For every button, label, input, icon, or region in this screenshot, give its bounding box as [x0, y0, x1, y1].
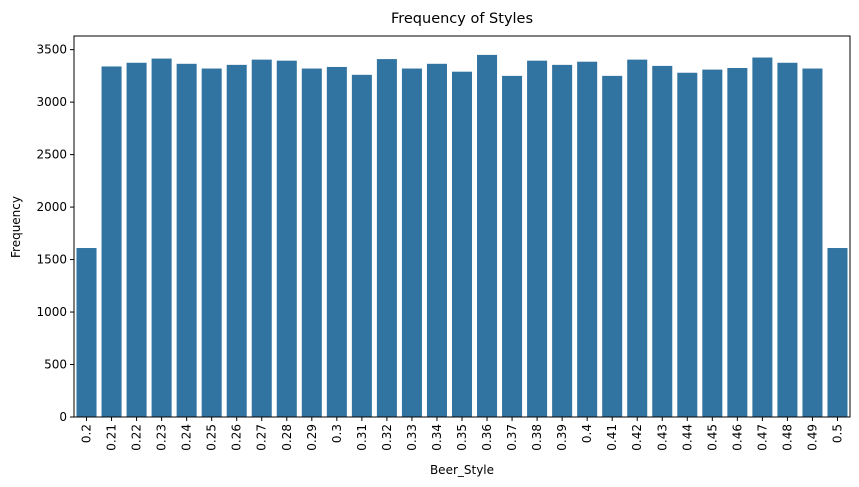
chart-title: Frequency of Styles	[391, 11, 533, 27]
bar-0.5	[827, 248, 848, 417]
x-tick-label: 0.21	[105, 424, 119, 451]
x-tick-label: 0.22	[130, 424, 144, 451]
bar-0.42	[627, 59, 648, 418]
bar-0.28	[276, 60, 297, 418]
bar-0.31	[351, 74, 372, 417]
bar-0.47	[752, 57, 773, 418]
y-tick-label: 0	[59, 410, 67, 424]
bar-0.46	[727, 68, 748, 417]
x-tick-label: 0.2	[80, 424, 94, 443]
bar-0.48	[777, 62, 798, 417]
bar-0.39	[552, 64, 573, 418]
bar-0.44	[677, 72, 698, 418]
bar-0.27	[251, 59, 272, 418]
bar-0.2	[76, 248, 97, 417]
x-tick-label: 0.31	[355, 424, 369, 451]
bar-0.25	[201, 68, 222, 417]
bar-0.23	[151, 58, 172, 417]
bars-group	[76, 54, 848, 418]
y-tick-label: 2000	[36, 200, 67, 214]
x-tick-label: 0.28	[280, 424, 294, 451]
bar-0.41	[602, 75, 623, 417]
x-tick-label: 0.49	[805, 424, 819, 451]
bar-0.34	[426, 63, 447, 418]
plot-frame	[73, 35, 851, 418]
x-axis-label: Beer_Style	[430, 463, 494, 477]
x-tick-label: 0.27	[255, 424, 269, 451]
x-axis: 0.2 0.21 0.22 0.23 0.24 0.25 0.26 0.27 0.28 0.29 0…	[80, 417, 844, 451]
x-tick-label: 0.33	[405, 424, 419, 451]
x-tick-label: 0.43	[655, 424, 669, 451]
x-tick-label: 0.35	[455, 424, 469, 451]
x-tick-label: 0.45	[705, 424, 719, 451]
x-tick-label: 0.25	[205, 424, 219, 451]
x-tick-label: 0.26	[230, 424, 244, 451]
x-tick-label: 0.48	[780, 424, 794, 451]
y-tick-label: 3500	[36, 43, 67, 57]
bar-0.4	[577, 61, 598, 418]
bar-0.49	[802, 68, 823, 417]
bar-0.26	[226, 64, 247, 418]
bar-0.37	[502, 75, 523, 417]
y-axis: 0 500 1000 1500 2000 2500 3000 3500	[36, 43, 74, 424]
bar-0.24	[176, 63, 197, 418]
y-axis-label: Frequency	[9, 196, 23, 258]
bar-0.35	[451, 71, 473, 417]
y-tick-label: 500	[44, 358, 67, 372]
y-tick-label: 3000	[36, 95, 67, 109]
bar-0.32	[376, 59, 397, 418]
y-tick-label: 2500	[36, 148, 67, 162]
x-tick-label: 0.41	[605, 424, 619, 451]
x-tick-label: 0.37	[505, 424, 519, 451]
y-tick-label: 1500	[36, 253, 67, 267]
x-tick-label: 0.3	[330, 424, 344, 443]
bar-0.45	[702, 69, 723, 417]
x-tick-label: 0.23	[155, 424, 169, 451]
bar-0.21	[101, 66, 122, 417]
x-tick-label: 0.24	[180, 424, 194, 451]
x-tick-label: 0.47	[755, 424, 769, 451]
x-tick-label: 0.5	[830, 424, 844, 443]
bar-0.38	[527, 60, 548, 418]
x-tick-label: 0.44	[680, 424, 694, 451]
x-tick-label: 0.32	[380, 424, 394, 451]
bar-0.33	[401, 68, 422, 417]
x-tick-label: 0.38	[530, 424, 544, 451]
x-tick-label: 0.34	[430, 424, 444, 451]
bar-0.22	[126, 62, 147, 417]
bar-0.3	[326, 66, 347, 418]
x-tick-label: 0.46	[730, 424, 744, 451]
x-tick-label: 0.42	[630, 424, 644, 451]
bar-0.29	[301, 68, 322, 417]
y-tick-label: 1000	[36, 305, 67, 319]
bar-0.36	[477, 54, 498, 417]
x-tick-label: 0.36	[480, 424, 494, 451]
x-tick-label: 0.29	[305, 424, 319, 451]
x-tick-label: 0.4	[580, 424, 594, 443]
x-tick-label: 0.39	[555, 424, 569, 451]
bar-0.43	[652, 65, 673, 417]
